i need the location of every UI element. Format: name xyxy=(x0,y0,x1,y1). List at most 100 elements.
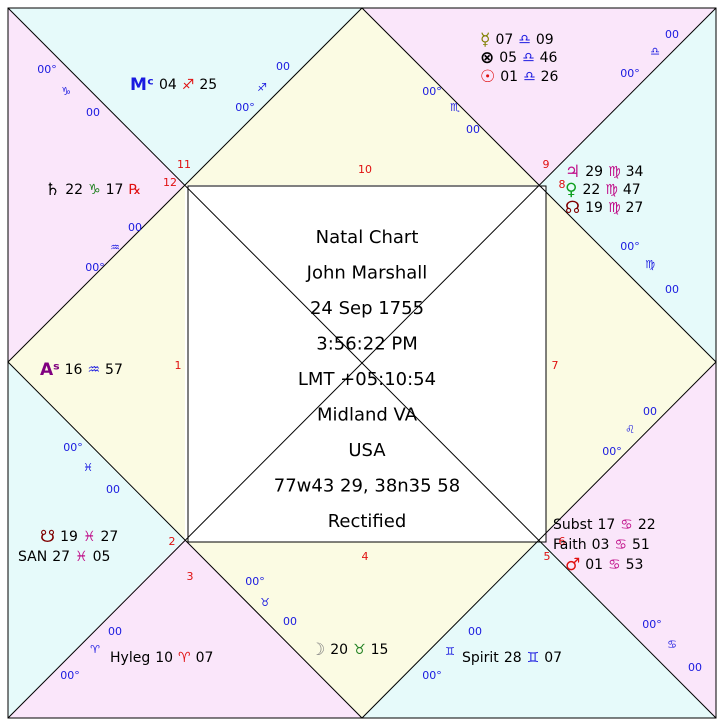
planet-sign: ♐ xyxy=(182,77,195,93)
planet-entry: ☋ 19 ♓ 27 xyxy=(40,527,118,547)
cusp-deg: 00° xyxy=(37,63,57,76)
planet-glyph: ☽ xyxy=(310,640,325,660)
cusp-deg: 00° xyxy=(63,441,83,454)
cusp-min: 00 xyxy=(276,60,290,73)
planet-sign: ♋ xyxy=(614,537,627,553)
cusp-min: 00 xyxy=(468,625,482,638)
planet-degree: 28 xyxy=(504,650,522,666)
cusp-deg: 00° xyxy=(235,101,255,114)
cusp-sign: ♏ xyxy=(450,101,460,114)
house-number: 8 xyxy=(559,178,566,191)
planet-degree: 22 xyxy=(582,182,600,198)
cusp-min: 00 xyxy=(466,123,480,136)
planet-entry: ☊ 19 ♍ 27 xyxy=(565,198,643,218)
center-line: Midland VA xyxy=(317,405,418,426)
planet-degree: 17 xyxy=(597,517,615,533)
cusp-sign: ♈ xyxy=(90,643,100,656)
house-number: 5 xyxy=(544,550,551,563)
planet-minute: 07 xyxy=(544,650,562,666)
planet-minute: 15 xyxy=(371,642,389,658)
house-number: 6 xyxy=(559,535,566,548)
planet-sign: ♍ xyxy=(608,200,621,216)
planet-glyph: Aˢ xyxy=(40,360,60,380)
cusp-sign: ♋ xyxy=(667,638,677,651)
planet-minute: 47 xyxy=(623,182,641,198)
house-number: 2 xyxy=(169,535,176,548)
cusp-sign: ♉ xyxy=(260,596,270,609)
planet-degree: 07 xyxy=(495,32,513,48)
planet-entry: ♀ 22 ♍ 47 xyxy=(565,180,641,200)
planet-glyph: ♂ xyxy=(565,555,580,575)
center-line: Rectified xyxy=(328,511,407,532)
house-number: 1 xyxy=(175,359,182,372)
cusp-min: 00 xyxy=(643,405,657,418)
planet-degree: 19 xyxy=(60,529,78,545)
planet-sign: ♊ xyxy=(527,650,540,666)
planet-degree: 16 xyxy=(65,362,83,378)
center-line: 24 Sep 1755 xyxy=(310,298,424,319)
planet-entry: Faith 03 ♋ 51 xyxy=(553,537,650,553)
planet-entry: Subst 17 ♋ 22 xyxy=(553,517,656,533)
planet-minute: 17 xyxy=(106,182,124,198)
planet-degree: 01 xyxy=(585,557,603,573)
center-line: 3:56:22 PM xyxy=(316,334,418,355)
cusp-deg: 00° xyxy=(60,669,80,682)
planet-minute: 51 xyxy=(632,537,650,553)
planet-glyph: Mᶜ xyxy=(130,75,154,95)
cusp-min: 00 xyxy=(688,661,702,674)
planet-minute: 09 xyxy=(536,32,554,48)
planet-minute: 22 xyxy=(638,517,656,533)
cusp-deg: 00° xyxy=(422,669,442,682)
planet-glyph: ☿ xyxy=(480,30,490,50)
planet-degree: 10 xyxy=(155,650,173,666)
house-number: 7 xyxy=(552,359,559,372)
planet-entry: ♄ 22 ♑ 17 ℞ xyxy=(45,180,141,200)
planet-degree: 01 xyxy=(500,69,518,85)
planet-glyph: ♃ xyxy=(565,162,580,182)
planet-entry: ☽ 20 ♉ 15 xyxy=(310,640,388,660)
planet-degree: 29 xyxy=(585,164,603,180)
planet-entry: ⊗ 05 ♎ 46 xyxy=(480,48,558,68)
planet-sign: ♎ xyxy=(522,50,535,66)
cusp-deg: 00° xyxy=(620,67,640,80)
planet-sign: ♒ xyxy=(87,362,100,378)
planet-degree: 03 xyxy=(592,537,610,553)
cusp-deg: 00° xyxy=(245,575,265,588)
planet-minute: 27 xyxy=(626,200,644,216)
planet-label: Spirit xyxy=(462,650,499,666)
planet-minute: 34 xyxy=(626,164,644,180)
planet-glyph: ♄ xyxy=(45,180,60,200)
planet-sign: ♎ xyxy=(523,69,536,85)
planet-sign: ♍ xyxy=(608,164,621,180)
house-number: 12 xyxy=(163,176,177,189)
planet-entry: Mᶜ 04 ♐ 25 xyxy=(130,75,217,95)
center-line: USA xyxy=(348,440,386,461)
planet-entry: ♂ 01 ♋ 53 xyxy=(565,555,643,575)
planet-minute: 05 xyxy=(93,549,111,565)
cusp-deg: 00° xyxy=(85,261,105,274)
planet-minute: 27 xyxy=(101,529,119,545)
planet-degree: 20 xyxy=(330,642,348,658)
planet-sign: ♉ xyxy=(353,642,366,658)
cusp-min: 00 xyxy=(108,625,122,638)
house-number: 4 xyxy=(362,550,369,563)
planet-label: SAN xyxy=(18,549,47,565)
center-line: John Marshall xyxy=(306,263,428,284)
cusp-sign: ♍ xyxy=(645,258,655,271)
planet-sign: ♍ xyxy=(605,182,618,198)
cusp-deg: 00° xyxy=(602,445,622,458)
house-number: 11 xyxy=(177,158,191,171)
center-line: Natal Chart xyxy=(316,227,419,248)
planet-glyph: ⊗ xyxy=(480,48,494,68)
cusp-sign: ♌ xyxy=(625,423,635,436)
planet-glyph: ♀ xyxy=(565,180,577,200)
cusp-sign: ♑ xyxy=(61,85,71,98)
cusp-sign: ♎ xyxy=(650,45,660,58)
chart-background xyxy=(7,7,717,719)
cusp-deg: 00° xyxy=(620,240,640,253)
cusp-sign: ♓ xyxy=(83,461,93,474)
center-line: 77w43 29, 38n35 58 xyxy=(274,476,460,497)
planet-label: Hyleg xyxy=(110,650,150,666)
cusp-sign: ♐ xyxy=(257,81,267,94)
